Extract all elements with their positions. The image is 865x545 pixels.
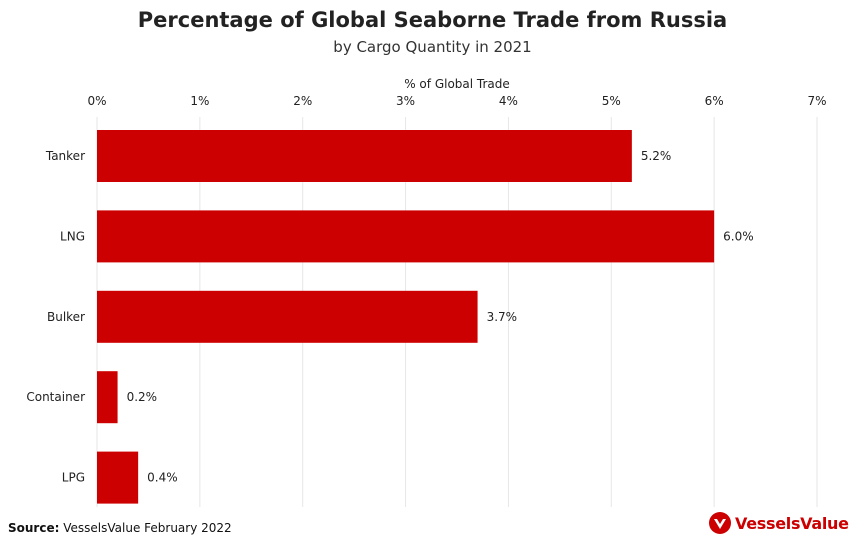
data-label: 5.2% <box>641 149 672 163</box>
y-category-label: Tanker <box>45 149 85 163</box>
brand-name: VesselsValue <box>735 513 849 533</box>
y-category-label: LNG <box>60 229 85 243</box>
chart-title: Percentage of Global Seaborne Trade from… <box>137 8 728 32</box>
source-text: VesselsValue February 2022 <box>63 521 232 535</box>
y-axis-categories: Tanker LNG Bulker Container LPG <box>26 149 85 485</box>
y-category-label: Bulker <box>47 310 85 324</box>
bar <box>97 290 478 343</box>
y-category-label: LPG <box>62 471 85 485</box>
x-tick-label: 7% <box>807 94 826 108</box>
x-tick-label: 0% <box>87 94 106 108</box>
bar <box>97 210 715 263</box>
vesselsvalue-logo-icon <box>709 512 731 534</box>
source-note: Source: VesselsValue February 2022 <box>8 521 232 535</box>
bar <box>97 451 139 504</box>
bar <box>97 130 632 182</box>
x-axis-label: % of Global Trade <box>404 77 510 91</box>
data-label: 6.0% <box>723 229 754 243</box>
x-tick-label: 1% <box>190 94 209 108</box>
chart-subtitle: by Cargo Quantity in 2021 <box>333 38 532 56</box>
data-label: 0.4% <box>147 471 178 485</box>
x-tick-label: 2% <box>293 94 312 108</box>
y-category-label: Container <box>26 390 85 404</box>
x-tick-label: 6% <box>705 94 724 108</box>
x-tick-label: 4% <box>499 94 518 108</box>
x-tick-label: 5% <box>602 94 621 108</box>
data-labels: 5.2% 6.0% 3.7% 0.2% 0.4% <box>127 149 754 485</box>
bars <box>97 130 715 504</box>
x-tick-label: 3% <box>396 94 415 108</box>
data-label: 0.2% <box>127 390 158 404</box>
source-label: Source: <box>8 521 60 535</box>
x-axis-ticks: 0% 1% 2% 3% 4% 5% 6% 7% <box>87 94 826 108</box>
data-label: 3.7% <box>487 310 517 324</box>
brand-logo: VesselsValue <box>709 512 849 534</box>
bar <box>97 371 118 424</box>
